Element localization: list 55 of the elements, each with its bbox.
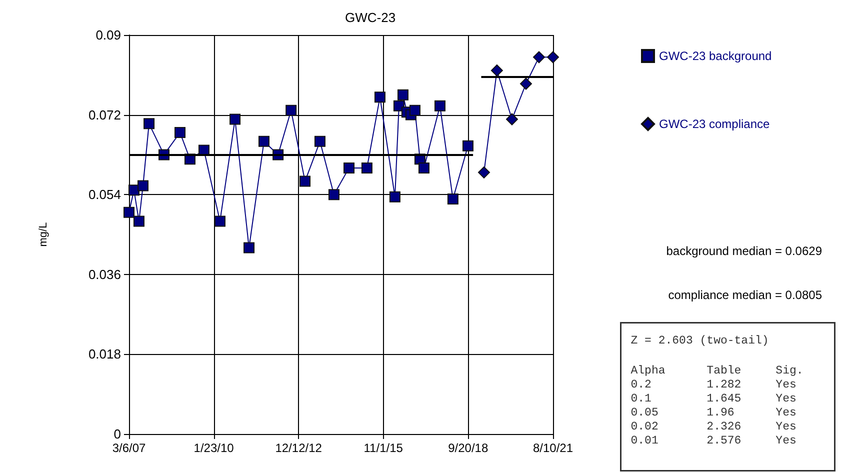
point	[230, 114, 241, 125]
point	[137, 180, 148, 192]
x-tick-label: 8/10/21	[532, 441, 574, 455]
x-tick-label: 3/6/07	[112, 441, 146, 455]
point	[328, 189, 340, 200]
point	[462, 140, 474, 152]
point	[434, 100, 446, 112]
point	[128, 184, 140, 196]
point	[478, 166, 490, 178]
x-tick-label: 12/12/12	[275, 441, 322, 455]
point	[258, 136, 270, 147]
text: Alpha Table Sig.	[630, 364, 804, 378]
y-tick-label: 0	[114, 426, 121, 442]
y-tick-label: 0.018	[88, 346, 121, 362]
point	[214, 216, 226, 227]
point	[144, 118, 155, 130]
point	[533, 51, 546, 64]
y-tick-label: 0.072	[88, 107, 121, 122]
legend-label: GWC-23 compliance	[659, 117, 770, 131]
text: 0.05 1.96 Yes	[630, 406, 796, 420]
y-tick-label: 0.054	[88, 187, 121, 202]
point	[547, 51, 559, 64]
point	[409, 104, 420, 116]
point	[418, 162, 430, 174]
point	[344, 162, 355, 174]
text: 0.02 2.326 Yes	[630, 420, 796, 434]
y-tick-label: 0.036	[88, 266, 121, 282]
text: 0.1 1.645 Yes	[630, 392, 796, 406]
point	[520, 78, 532, 90]
point	[314, 136, 326, 147]
point	[174, 127, 186, 138]
x-tick-label: 11/1/15	[364, 441, 404, 455]
y-tick-label: 0.09	[96, 28, 121, 42]
point	[374, 92, 386, 103]
point	[389, 191, 400, 202]
text: 0.01 2.576 Yes	[630, 434, 796, 448]
point	[133, 216, 144, 227]
point	[300, 176, 311, 187]
point	[397, 89, 408, 100]
x-tick-label: 9/20/18	[448, 441, 488, 455]
x-tick-label: 1/23/10	[194, 441, 234, 455]
text: background median = 0.0629	[666, 244, 822, 258]
point	[361, 162, 372, 174]
legend-label: GWC-23 background	[659, 49, 772, 63]
point	[244, 242, 255, 254]
text: Z = 2.603 (two-tail)	[630, 334, 769, 348]
text: compliance median = 0.0805	[668, 288, 822, 302]
point	[506, 113, 518, 126]
text: 0.2 1.282 Yes	[630, 378, 796, 392]
point	[490, 64, 503, 76]
y-axis-title: mg/L	[38, 222, 50, 247]
chart-title: GWC-23	[345, 10, 396, 25]
point	[447, 194, 458, 205]
point	[286, 104, 297, 116]
point	[124, 206, 134, 218]
